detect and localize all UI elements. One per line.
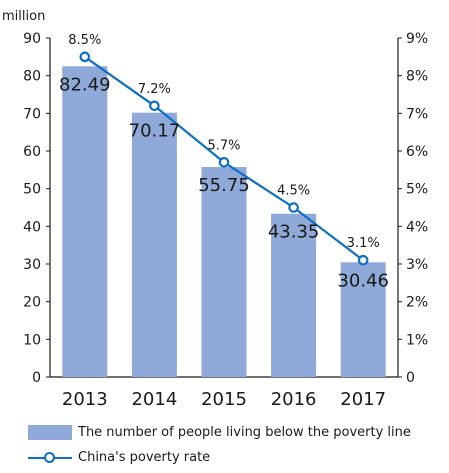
bar-value-label: 43.35: [268, 222, 320, 243]
left-tick-label: 90: [23, 31, 41, 47]
x-tick-label: 2016: [271, 389, 317, 410]
left-tick-label: 30: [23, 257, 41, 273]
left-tick-label: 80: [23, 69, 41, 85]
x-tick-label: 2013: [62, 389, 108, 410]
left-tick-label: 40: [23, 219, 41, 235]
right-tick-label: 2%: [406, 295, 428, 311]
left-tick-label: 60: [23, 144, 41, 160]
x-tick-label: 2017: [340, 389, 386, 410]
line-value-label: 7.2%: [138, 82, 171, 97]
right-tick-label: 1%: [406, 332, 428, 348]
line-point: [79, 51, 91, 63]
right-tick-label: 0: [406, 370, 415, 386]
x-tick-label: 2015: [201, 389, 247, 410]
right-tick-label: 4%: [406, 219, 428, 235]
left-tick-label: 70: [23, 106, 41, 122]
left-tick-label: 50: [23, 182, 41, 198]
legend-bar-label: The number of people living below the po…: [78, 425, 411, 440]
line-point: [288, 202, 299, 213]
right-tick-label: 9%: [406, 31, 428, 47]
left-tick-label: 20: [23, 295, 41, 311]
line-point: [149, 100, 160, 112]
legend-line-label: China's poverty rate: [78, 450, 211, 465]
left-axis-unit-label: million: [2, 9, 45, 24]
bar-value-label: 55.75: [198, 175, 250, 196]
line-point: [218, 157, 230, 168]
right-tick-label: 5%: [406, 182, 428, 198]
bar-value-label: 82.49: [59, 74, 111, 95]
right-tick-label: 3%: [406, 257, 428, 273]
bar: [201, 167, 247, 377]
legend-item-line: China's poverty rate: [28, 450, 210, 465]
line-value-label: 8.5%: [68, 33, 101, 48]
line-point: [357, 254, 369, 266]
bar: [131, 112, 177, 378]
right-tick-label: 8%: [406, 69, 428, 85]
line-value-label: 5.7%: [207, 138, 240, 153]
line-value-label: 4.5%: [277, 184, 310, 199]
right-tick-label: 7%: [406, 106, 428, 122]
right-tick-label: 6%: [406, 144, 428, 160]
bar-value-label: 70.17: [129, 121, 181, 142]
legend-item-bars: The number of people living below the po…: [28, 425, 411, 440]
bar-value-label: 30.46: [337, 270, 389, 291]
legend-line-swatch: [28, 450, 72, 465]
left-tick-label: 10: [23, 332, 41, 348]
left-tick-label: 0: [32, 370, 41, 386]
x-tick-label: 2014: [131, 389, 177, 410]
bar: [62, 66, 108, 378]
bar: [271, 213, 317, 377]
poverty-chart: million 0 10 20 30 40 50 60 70 80 90 0 1% 2% 3% 4% 5% 6%…: [2, 9, 428, 410]
legend-bar-swatch: [28, 425, 72, 440]
bar: [340, 262, 386, 377]
line-value-label: 3.1%: [347, 236, 380, 251]
